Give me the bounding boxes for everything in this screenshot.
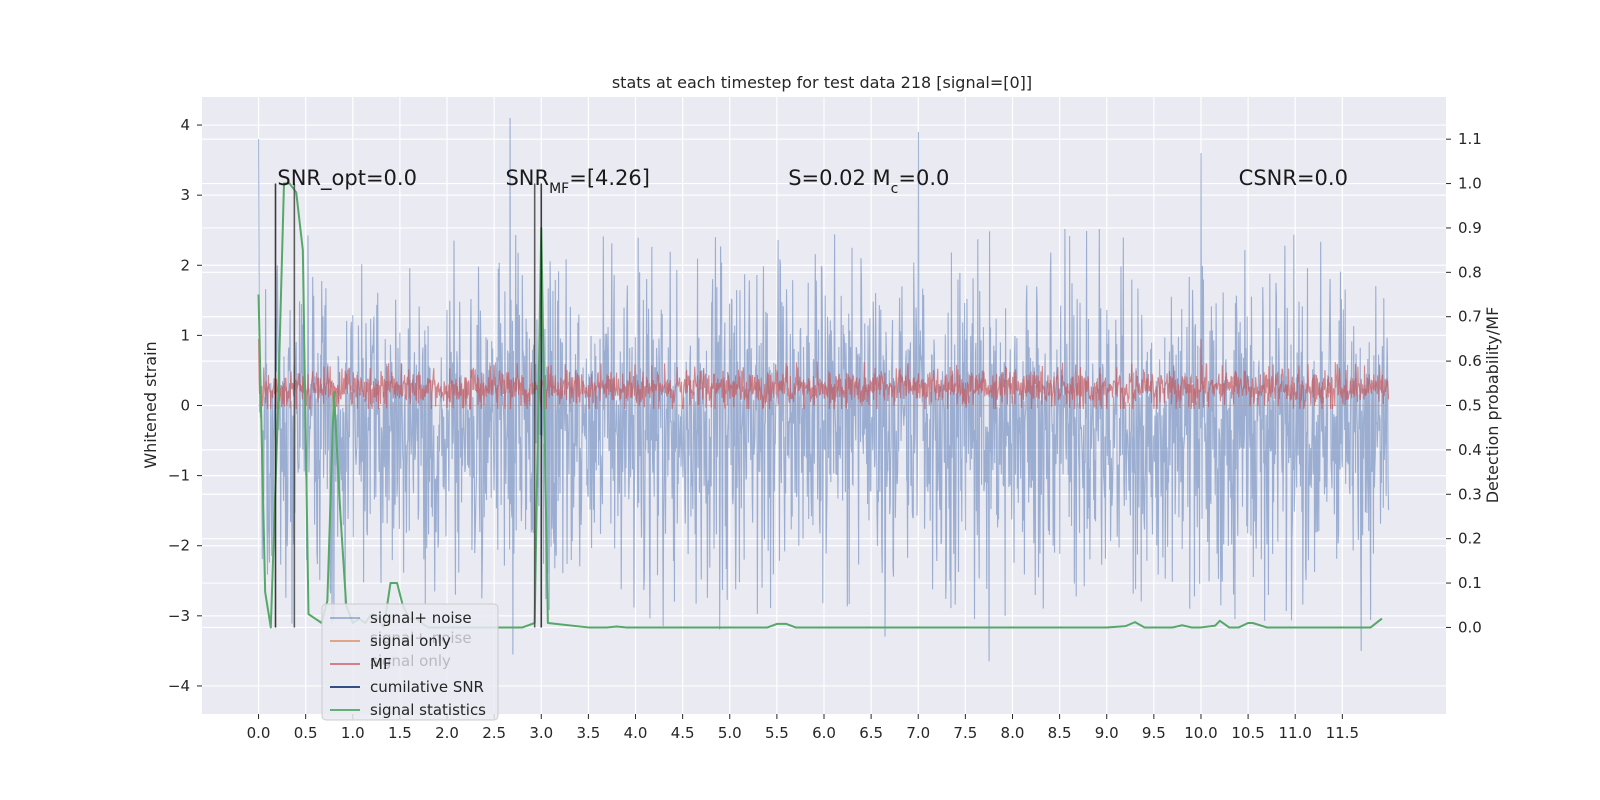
legend-label: MF <box>370 655 392 673</box>
chart-title: stats at each timestep for test data 218… <box>612 73 1032 92</box>
y-tick-label: −2 <box>168 537 190 555</box>
y-right-tick-label: 0.1 <box>1458 574 1482 592</box>
x-tick-label: 4.0 <box>624 724 648 742</box>
x-tick-label: 0.5 <box>294 724 318 742</box>
legend-ghost-label: signal+ noise <box>370 629 472 647</box>
series-layer <box>257 118 1390 662</box>
x-tick-label: 9.5 <box>1142 724 1166 742</box>
y-tick-label: 3 <box>180 186 190 204</box>
y-tick-label: 2 <box>180 256 190 274</box>
y-tick-label: 1 <box>180 326 190 344</box>
legend-label: cumilative SNR <box>370 678 484 696</box>
series-mf <box>258 338 1390 411</box>
x-tick-label: 2.0 <box>435 724 459 742</box>
x-axis-ticks: 0.0 0.5 1.0 1.5 2.0 2.5 3.0 3.5 4.0 4.5 5.0 5.5 6.0 6… <box>247 714 1359 742</box>
y-tick-label: 0 <box>180 397 190 415</box>
y-right-tick-label: 0.9 <box>1458 219 1482 237</box>
x-tick-label: 4.5 <box>671 724 695 742</box>
y-right-axis-ticks: 0.0 0.1 0.2 0.3 0.4 0.5 0.6 0.7 0.8 0.9 1.0 1.1 <box>1446 130 1482 636</box>
legend-box <box>321 603 499 721</box>
x-tick-label: 1.0 <box>341 724 365 742</box>
x-tick-label: 10.5 <box>1231 724 1264 742</box>
x-tick-label: 7.5 <box>953 724 977 742</box>
x-tick-label: 8.5 <box>1048 724 1072 742</box>
y-right-tick-label: 0.0 <box>1458 618 1482 636</box>
x-tick-label: 2.5 <box>482 724 506 742</box>
series-signal-noise <box>258 118 1390 662</box>
vline-layer <box>274 183 543 628</box>
y-axis-label: Whitened strain <box>141 341 160 468</box>
y-right-tick-label: 1.0 <box>1458 175 1482 193</box>
x-tick-label: 0.0 <box>247 724 271 742</box>
x-tick-label: 5.0 <box>718 724 742 742</box>
x-tick-label: 1.5 <box>388 724 412 742</box>
y-right-tick-label: 0.8 <box>1458 263 1482 281</box>
annotation-layer: SNR_opt=0.0 SNRMF=[4.26] S=0.02 Mc=0.0 CSNR… <box>277 166 1348 197</box>
annotation-s-mc: S=0.02 Mc=0.0 <box>788 166 949 197</box>
y-right-tick-label: 0.3 <box>1458 485 1482 503</box>
x-tick-label: 6.5 <box>859 724 883 742</box>
x-tick-label: 7.0 <box>906 724 930 742</box>
series-signal-statistics <box>257 182 1383 629</box>
y-axis-ticks: −4 −3 −2 −1 0 1 2 3 4 <box>168 116 202 695</box>
y-right-axis-label: Detection probability/MF <box>1483 307 1502 504</box>
y-right-tick-label: 0.6 <box>1458 352 1482 370</box>
annotation-csnr: CSNR=0.0 <box>1239 166 1348 190</box>
annotation-snr-opt: SNR_opt=0.0 <box>277 166 417 191</box>
y-tick-label: −1 <box>168 467 190 485</box>
y-right-tick-label: 0.7 <box>1458 308 1482 326</box>
y-tick-label: −4 <box>168 677 190 695</box>
legend-ghost-label: signal only <box>370 652 451 670</box>
y-right-tick-label: 0.2 <box>1458 530 1482 548</box>
legend-label: signal only <box>370 632 451 650</box>
x-tick-label: 6.0 <box>812 724 836 742</box>
legend-label: signal+ noise <box>370 609 472 627</box>
x-tick-label: 3.0 <box>529 724 553 742</box>
annotation-snr-mf: SNRMF=[4.26] <box>505 166 650 197</box>
y-right-tick-label: 1.1 <box>1458 130 1482 148</box>
x-tick-label: 5.5 <box>765 724 789 742</box>
x-tick-label: 9.0 <box>1095 724 1119 742</box>
x-tick-label: 8.0 <box>1001 724 1025 742</box>
x-tick-label: 10.0 <box>1184 724 1217 742</box>
y-tick-label: 4 <box>180 116 190 134</box>
x-tick-label: 11.5 <box>1326 724 1359 742</box>
y-right-tick-label: 0.5 <box>1458 397 1482 415</box>
y-right-tick-label: 0.4 <box>1458 441 1482 459</box>
legend-label: signal statistics <box>370 701 486 719</box>
x-tick-label: 11.0 <box>1279 724 1312 742</box>
x-tick-label: 3.5 <box>576 724 600 742</box>
y-tick-label: −3 <box>168 607 190 625</box>
